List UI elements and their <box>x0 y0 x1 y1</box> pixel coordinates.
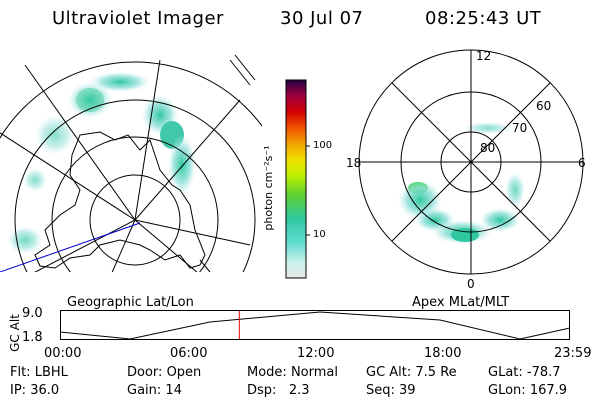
mlt-label-18: 18 <box>346 156 361 170</box>
left-panel-caption: Geographic Lat/Lon <box>67 295 194 310</box>
instrument-title: Ultraviolet Imager <box>52 8 224 29</box>
timeline-xtick-4: 23:59 <box>554 346 592 361</box>
mlat-label-60: 60 <box>536 99 551 113</box>
mlt-label-0: 0 <box>467 277 475 290</box>
right-panel-caption: Apex MLat/MLT <box>412 295 510 310</box>
timeline-ytick-min: 1.8 <box>22 330 43 345</box>
mlat-label-80: 80 <box>480 141 495 155</box>
timeline-xtick-2: 12:00 <box>297 346 335 361</box>
info-dsp: Dsp: 2.3 <box>247 383 310 398</box>
mlt-label-6: 6 <box>578 156 586 170</box>
info-mode: Mode: Normal <box>247 365 338 380</box>
colorbar-tick-100: 100 <box>313 140 333 151</box>
mlat-label-70: 70 <box>512 121 527 135</box>
geographic-map <box>0 54 262 272</box>
timeline-xtick-3: 18:00 <box>424 346 462 361</box>
timeline-axis-label: GC Alt <box>7 314 22 352</box>
info-gain: Gain: 14 <box>127 383 182 398</box>
timeline-xtick-0: 00:00 <box>44 346 82 361</box>
info-ip: IP: 36.0 <box>10 383 60 398</box>
timeline-xtick-1: 06:00 <box>170 346 208 361</box>
altitude-timeline[interactable] <box>60 310 572 342</box>
time-label: 08:25:43 UT <box>425 8 542 29</box>
intensity-colorbar: photon cm⁻²s⁻¹ <box>262 79 310 279</box>
colorbar-tick-10: 10 <box>313 229 326 240</box>
timeline-ytick-max: 9.0 <box>22 306 43 321</box>
info-glat: GLat: -78.7 <box>488 365 561 380</box>
info-gc-alt: GC Alt: 7.5 Re <box>366 365 457 380</box>
mlt-label-12: 12 <box>476 49 491 63</box>
info-flt: Flt: LBHL <box>10 365 68 380</box>
magnetic-map: 12 18 6 0 60 70 80 <box>346 49 586 290</box>
info-seq: Seq: 39 <box>366 383 416 398</box>
info-door: Door: Open <box>127 365 202 380</box>
colorbar-unit: photon cm⁻²s⁻¹ <box>262 145 275 230</box>
date-label: 30 Jul 07 <box>280 8 364 29</box>
info-glon: GLon: 167.9 <box>488 383 568 398</box>
